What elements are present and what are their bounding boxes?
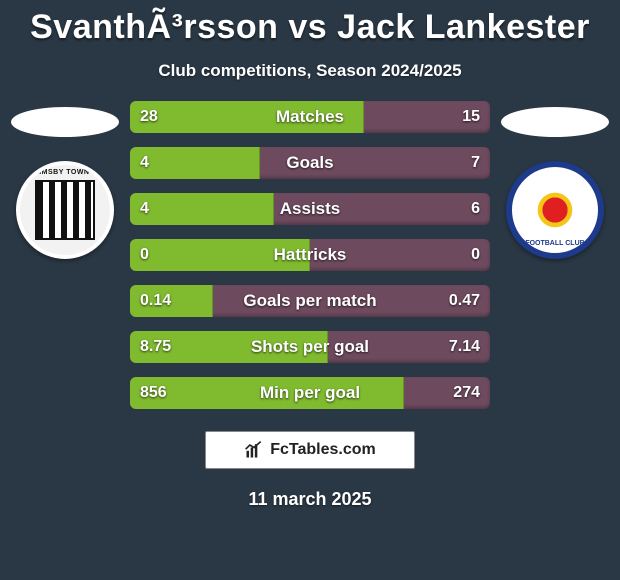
- subtitle: Club competitions, Season 2024/2025: [0, 61, 620, 81]
- stat-label: Shots per goal: [251, 337, 369, 357]
- right-player-column: FOOTBALL CLUB: [496, 101, 614, 259]
- stat-label: Goals: [286, 153, 333, 173]
- stat-bars: 28 Matches 15 4 Goals 7 4 Assists 6 0 Hattricks 0 0.…: [124, 101, 496, 409]
- stat-label: Matches: [276, 107, 344, 127]
- stat-bar: 4 Assists 6: [130, 193, 490, 225]
- stat-label: Hattricks: [274, 245, 347, 265]
- stat-left-value: 0: [140, 246, 149, 264]
- stat-left-value: 4: [140, 200, 149, 218]
- chart-icon: [244, 440, 264, 460]
- stat-left-value: 8.75: [140, 338, 171, 356]
- club-crest-left: GRIMSBY TOWN FC: [16, 161, 114, 259]
- stat-right-value: 15: [462, 108, 480, 126]
- crest-left-stripes-icon: [35, 180, 95, 240]
- footer-brand-text: FcTables.com: [270, 441, 376, 459]
- crest-left-text: GRIMSBY TOWN FC: [24, 169, 106, 176]
- stat-label: Assists: [280, 199, 340, 219]
- stat-label: Goals per match: [243, 291, 376, 311]
- crest-right-text: FOOTBALL CLUB: [512, 240, 598, 247]
- stat-bar: 0.14 Goals per match 0.47: [130, 285, 490, 317]
- stat-left-value: 28: [140, 108, 158, 126]
- stat-right-value: 0.47: [449, 292, 480, 310]
- stat-bar: 4 Goals 7: [130, 147, 490, 179]
- stat-left-value: 0.14: [140, 292, 171, 310]
- stat-left-value: 4: [140, 154, 149, 172]
- nation-flag-right: [501, 107, 609, 137]
- stat-label: Min per goal: [260, 383, 360, 403]
- crest-right-lion-icon: [533, 188, 577, 232]
- comparison-layout: GRIMSBY TOWN FC 28 Matches 15 4 Goals 7 4 Assis…: [0, 101, 620, 409]
- stat-bar: 0 Hattricks 0: [130, 239, 490, 271]
- stat-bar: 8.75 Shots per goal 7.14: [130, 331, 490, 363]
- stat-right-value: 7.14: [449, 338, 480, 356]
- stat-right-value: 0: [471, 246, 480, 264]
- stat-bar-left-fill: [130, 193, 274, 225]
- footer-brand-badge[interactable]: FcTables.com: [205, 431, 415, 469]
- stat-bar-left-fill: [130, 147, 260, 179]
- club-crest-right: FOOTBALL CLUB: [506, 161, 604, 259]
- left-player-column: GRIMSBY TOWN FC: [6, 101, 124, 259]
- page-title: SvanthÃ³rsson vs Jack Lankester: [0, 0, 620, 47]
- stat-bar: 856 Min per goal 274: [130, 377, 490, 409]
- stat-right-value: 274: [453, 384, 480, 402]
- stat-right-value: 6: [471, 200, 480, 218]
- stat-right-value: 7: [471, 154, 480, 172]
- stat-bar: 28 Matches 15: [130, 101, 490, 133]
- date-label: 11 march 2025: [0, 489, 620, 510]
- stat-left-value: 856: [140, 384, 167, 402]
- nation-flag-left: [11, 107, 119, 137]
